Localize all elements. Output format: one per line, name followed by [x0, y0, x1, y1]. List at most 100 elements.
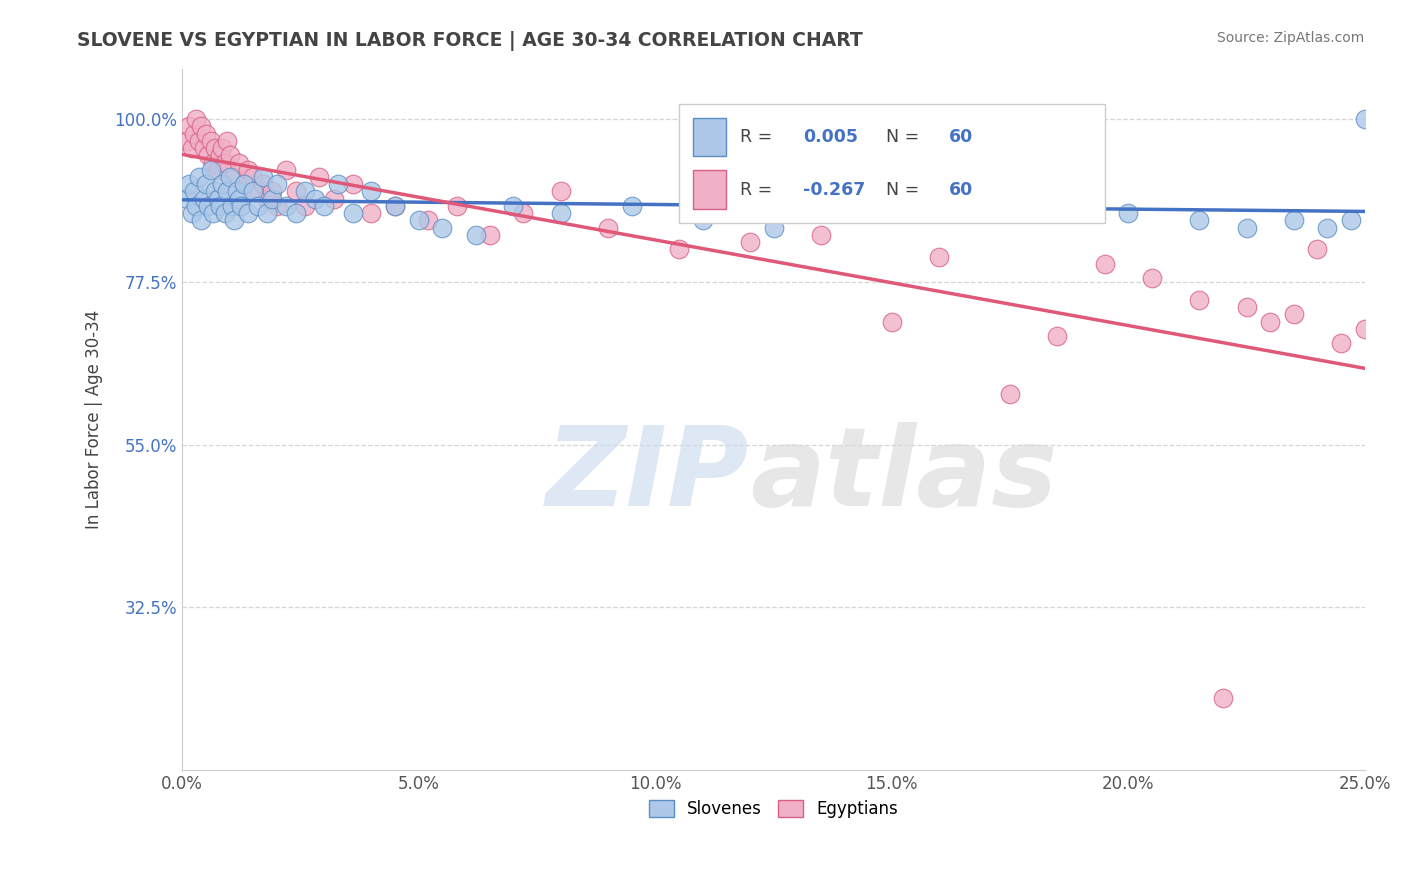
Point: [998, 387, 1021, 401]
Point: [186, 112, 208, 127]
Point: [214, 206, 236, 220]
Point: [228, 155, 250, 169]
FancyBboxPatch shape: [679, 103, 1105, 223]
Point: [1094, 257, 1116, 271]
Point: [308, 169, 330, 184]
Point: [1330, 336, 1353, 351]
Point: [502, 199, 524, 213]
Point: [1140, 271, 1163, 285]
Point: [738, 235, 761, 249]
Point: [217, 185, 239, 199]
Point: [342, 206, 364, 220]
Point: [200, 162, 222, 177]
Point: [256, 192, 278, 206]
Text: atlas: atlas: [749, 422, 1057, 529]
Text: N =: N =: [886, 128, 925, 146]
Point: [904, 199, 927, 213]
Point: [1236, 220, 1258, 235]
Point: [262, 185, 284, 199]
Point: [1340, 213, 1362, 227]
Point: [242, 169, 264, 184]
Point: [1116, 206, 1139, 220]
Point: [550, 206, 572, 220]
Point: [180, 206, 202, 220]
Point: [202, 206, 225, 220]
Point: [194, 127, 217, 141]
Point: [193, 141, 215, 155]
Point: [478, 227, 501, 242]
Point: [328, 178, 350, 192]
Point: [218, 169, 240, 184]
Point: [1188, 213, 1211, 227]
Point: [928, 250, 950, 264]
Text: ZIP: ZIP: [547, 422, 749, 529]
Point: [228, 192, 250, 206]
Point: [1212, 690, 1234, 705]
Point: [360, 206, 382, 220]
Point: [232, 178, 254, 192]
Point: [432, 220, 454, 235]
Point: [976, 192, 998, 206]
Point: [197, 148, 219, 162]
Point: [266, 178, 288, 192]
Point: [304, 192, 326, 206]
Point: [190, 120, 212, 134]
Text: Source: ZipAtlas.com: Source: ZipAtlas.com: [1216, 31, 1364, 45]
Point: [1046, 199, 1069, 213]
Point: [384, 199, 406, 213]
Point: [204, 185, 226, 199]
Text: 60: 60: [949, 181, 973, 199]
Point: [464, 227, 486, 242]
Legend: Slovenes, Egyptians: Slovenes, Egyptians: [643, 793, 905, 825]
Point: [880, 315, 903, 329]
Point: [1188, 293, 1211, 307]
Text: SLOVENE VS EGYPTIAN IN LABOR FORCE | AGE 30-34 CORRELATION CHART: SLOVENE VS EGYPTIAN IN LABOR FORCE | AGE…: [77, 31, 863, 51]
Text: R =: R =: [741, 181, 778, 199]
Point: [179, 178, 201, 192]
Point: [232, 178, 254, 192]
Point: [342, 178, 364, 192]
Point: [179, 120, 201, 134]
Point: [214, 155, 236, 169]
Point: [620, 199, 643, 213]
Y-axis label: In Labor Force | Age 30-34: In Labor Force | Age 30-34: [86, 310, 103, 529]
Point: [202, 155, 225, 169]
Point: [834, 206, 856, 220]
Point: [550, 185, 572, 199]
Text: N =: N =: [886, 181, 925, 199]
Point: [360, 185, 382, 199]
Point: [211, 141, 233, 155]
Point: [1354, 112, 1376, 127]
Point: [187, 134, 209, 148]
Point: [176, 192, 198, 206]
Point: [1282, 307, 1305, 321]
Point: [246, 199, 269, 213]
Point: [218, 148, 240, 162]
Point: [211, 178, 233, 192]
Point: [209, 199, 232, 213]
Point: [276, 199, 298, 213]
Point: [1316, 220, 1339, 235]
Point: [762, 220, 785, 235]
Point: [1306, 242, 1329, 256]
Point: [224, 169, 246, 184]
Point: [314, 199, 336, 213]
Point: [384, 199, 406, 213]
Point: [183, 127, 205, 141]
Point: [252, 178, 274, 192]
Point: [512, 206, 534, 220]
Point: [262, 192, 284, 206]
Point: [200, 134, 222, 148]
Point: [246, 185, 269, 199]
FancyBboxPatch shape: [693, 118, 727, 156]
Point: [225, 185, 247, 199]
Point: [238, 206, 260, 220]
Point: [242, 185, 264, 199]
Point: [668, 242, 690, 256]
Point: [180, 141, 202, 155]
Point: [284, 185, 307, 199]
Point: [596, 220, 619, 235]
Point: [193, 192, 215, 206]
Point: [207, 162, 229, 177]
Point: [231, 199, 253, 213]
